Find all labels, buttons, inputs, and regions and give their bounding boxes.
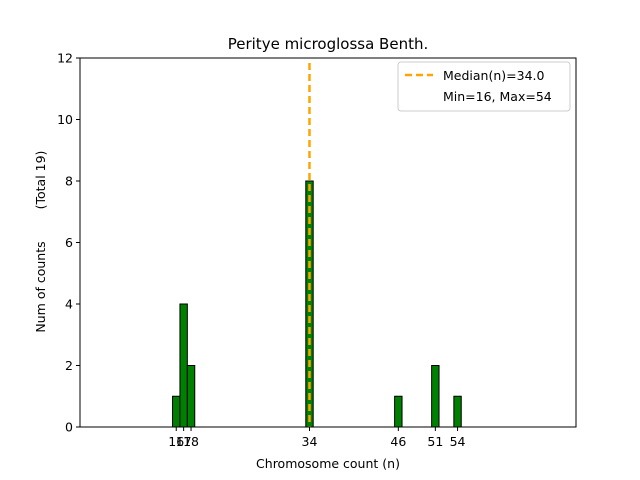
legend: Median(n)=34.0 Min=16, Max=54 xyxy=(397,61,571,112)
x-tick-label-51: 51 xyxy=(427,434,443,449)
y-tick-label-4: 4 xyxy=(65,297,73,312)
bar-17 xyxy=(179,303,188,428)
legend-minmax-label: Min=16, Max=54 xyxy=(443,89,552,104)
y-tick-label-2: 2 xyxy=(65,358,73,373)
bar-18 xyxy=(186,365,196,428)
x-tick-label-16: 16 xyxy=(168,434,184,449)
x-tick-label-46: 46 xyxy=(390,434,406,449)
bar-54 xyxy=(453,395,462,428)
y-tick-label-8: 8 xyxy=(65,174,73,189)
x-tick-label-17: 17 xyxy=(176,434,192,449)
bar-46 xyxy=(394,395,403,428)
y-axis-ticks: 0 2 4 6 8 10 12 xyxy=(57,51,80,435)
chart-title: Peritye microglossa Benth. xyxy=(228,35,429,53)
x-axis-label: Chromosome count (n) xyxy=(256,456,400,471)
bar-51 xyxy=(431,365,440,428)
x-tick-label-54: 54 xyxy=(450,434,466,449)
y-tick-label-12: 12 xyxy=(57,51,73,66)
legend-median-label: Median(n)=34.0 xyxy=(443,68,544,83)
y-tick-label-6: 6 xyxy=(65,235,73,250)
y-tick-label-10: 10 xyxy=(57,112,73,127)
legend-box xyxy=(397,61,571,112)
y-axis-label: Num of counts xyxy=(33,241,48,332)
x-tick-label-34: 34 xyxy=(302,434,318,449)
y-axis-total-label: (Total 19) xyxy=(33,151,48,210)
bar-16 xyxy=(172,395,181,428)
y-tick-label-0: 0 xyxy=(65,420,73,435)
x-tick-label-18: 18 xyxy=(183,434,199,449)
